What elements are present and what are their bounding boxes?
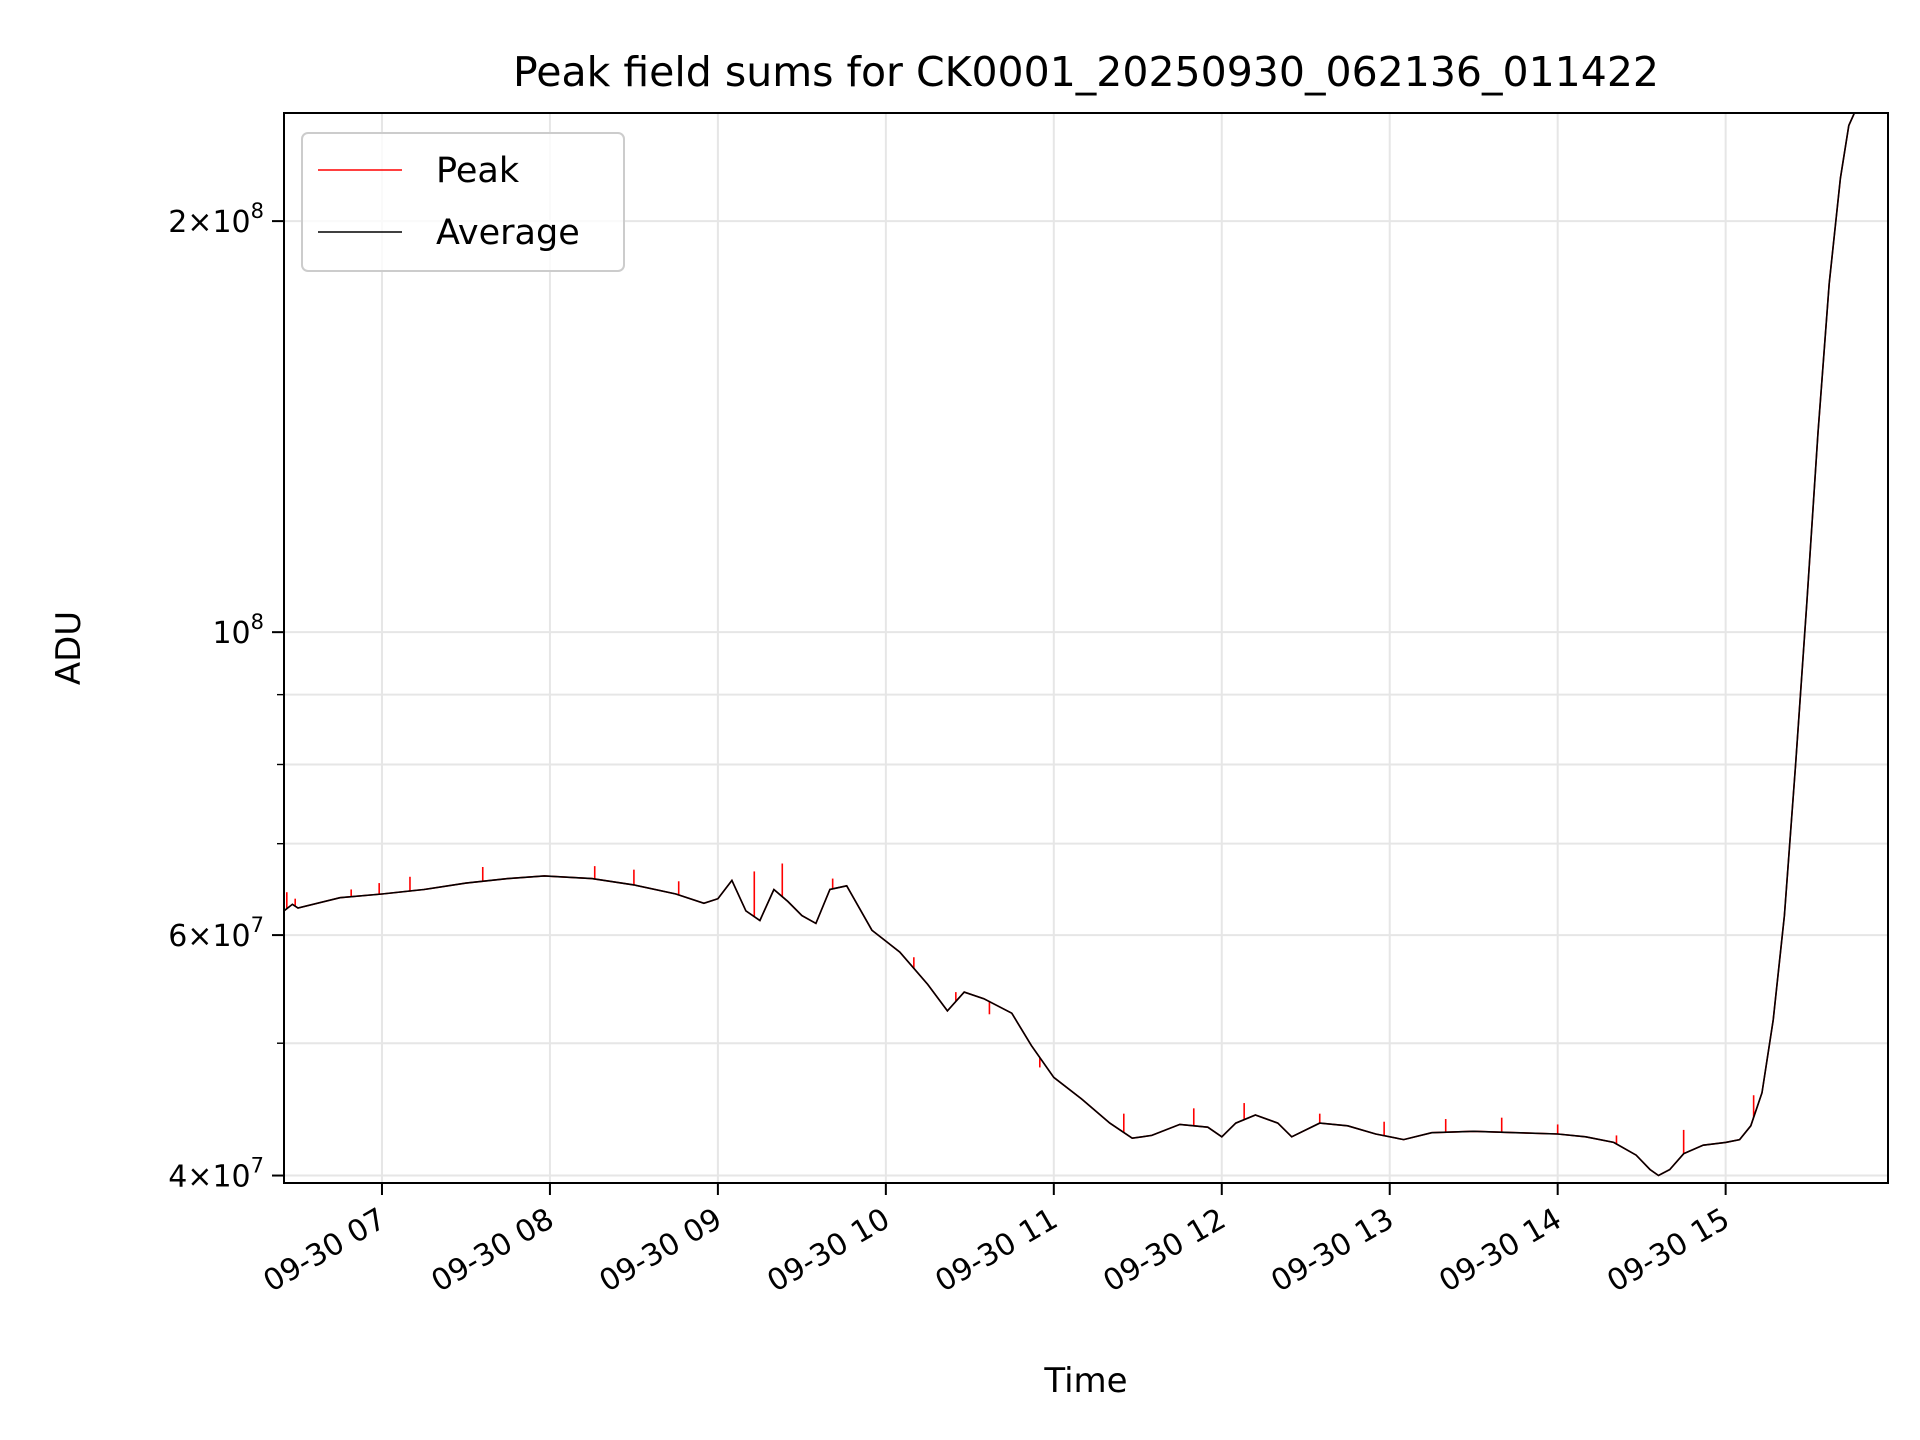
plot-area: [284, 113, 1856, 1177]
legend-box: [301, 132, 625, 272]
legend-label-average: Average: [436, 213, 580, 253]
y-tick-label: 4×107: [168, 1154, 264, 1195]
legend-label-peak: Peak: [436, 151, 520, 191]
chart-title: Peak field sums for CK0001_20250930_0621…: [513, 48, 1659, 96]
series-line-average: [284, 113, 1856, 1177]
plot-frame: [283, 112, 1889, 1184]
y-tick-label: 108: [212, 610, 264, 651]
y-tick-label: 6×107: [168, 913, 264, 954]
legend: Peak Average: [301, 132, 625, 272]
series-group: [284, 113, 1856, 1177]
grid: [284, 113, 1888, 1183]
y-axis-label: ADU: [49, 611, 89, 685]
y-tick-label: 2×108: [168, 199, 264, 240]
x-axis-label: Time: [1043, 1361, 1127, 1401]
